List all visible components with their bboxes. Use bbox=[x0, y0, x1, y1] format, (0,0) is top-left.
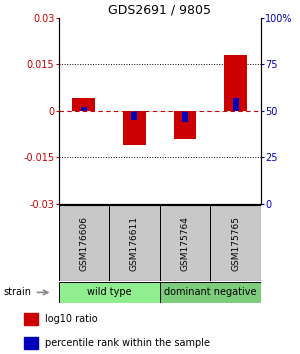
Text: wild type: wild type bbox=[87, 287, 131, 297]
Text: strain: strain bbox=[3, 287, 31, 297]
FancyBboxPatch shape bbox=[160, 205, 210, 281]
Text: GSM175765: GSM175765 bbox=[231, 216, 240, 271]
Text: log10 ratio: log10 ratio bbox=[45, 314, 98, 324]
Text: GSM176611: GSM176611 bbox=[130, 216, 139, 271]
FancyBboxPatch shape bbox=[58, 282, 160, 303]
Text: GSM176606: GSM176606 bbox=[79, 216, 88, 271]
Bar bbox=[123, 110, 146, 145]
Bar bbox=[131, 110, 137, 120]
Title: GDS2691 / 9805: GDS2691 / 9805 bbox=[108, 4, 211, 17]
FancyBboxPatch shape bbox=[58, 205, 109, 281]
Text: dominant negative: dominant negative bbox=[164, 287, 256, 297]
Bar bbox=[232, 98, 239, 110]
Text: GSM175764: GSM175764 bbox=[181, 216, 190, 271]
Bar bbox=[174, 110, 196, 138]
Text: percentile rank within the sample: percentile rank within the sample bbox=[45, 338, 210, 348]
Bar bbox=[182, 110, 188, 122]
FancyBboxPatch shape bbox=[109, 205, 160, 281]
Bar bbox=[24, 337, 38, 349]
FancyBboxPatch shape bbox=[160, 282, 261, 303]
FancyBboxPatch shape bbox=[210, 205, 261, 281]
Bar bbox=[81, 107, 87, 110]
Bar bbox=[224, 55, 247, 110]
Bar bbox=[72, 98, 95, 110]
Bar bbox=[24, 313, 38, 325]
